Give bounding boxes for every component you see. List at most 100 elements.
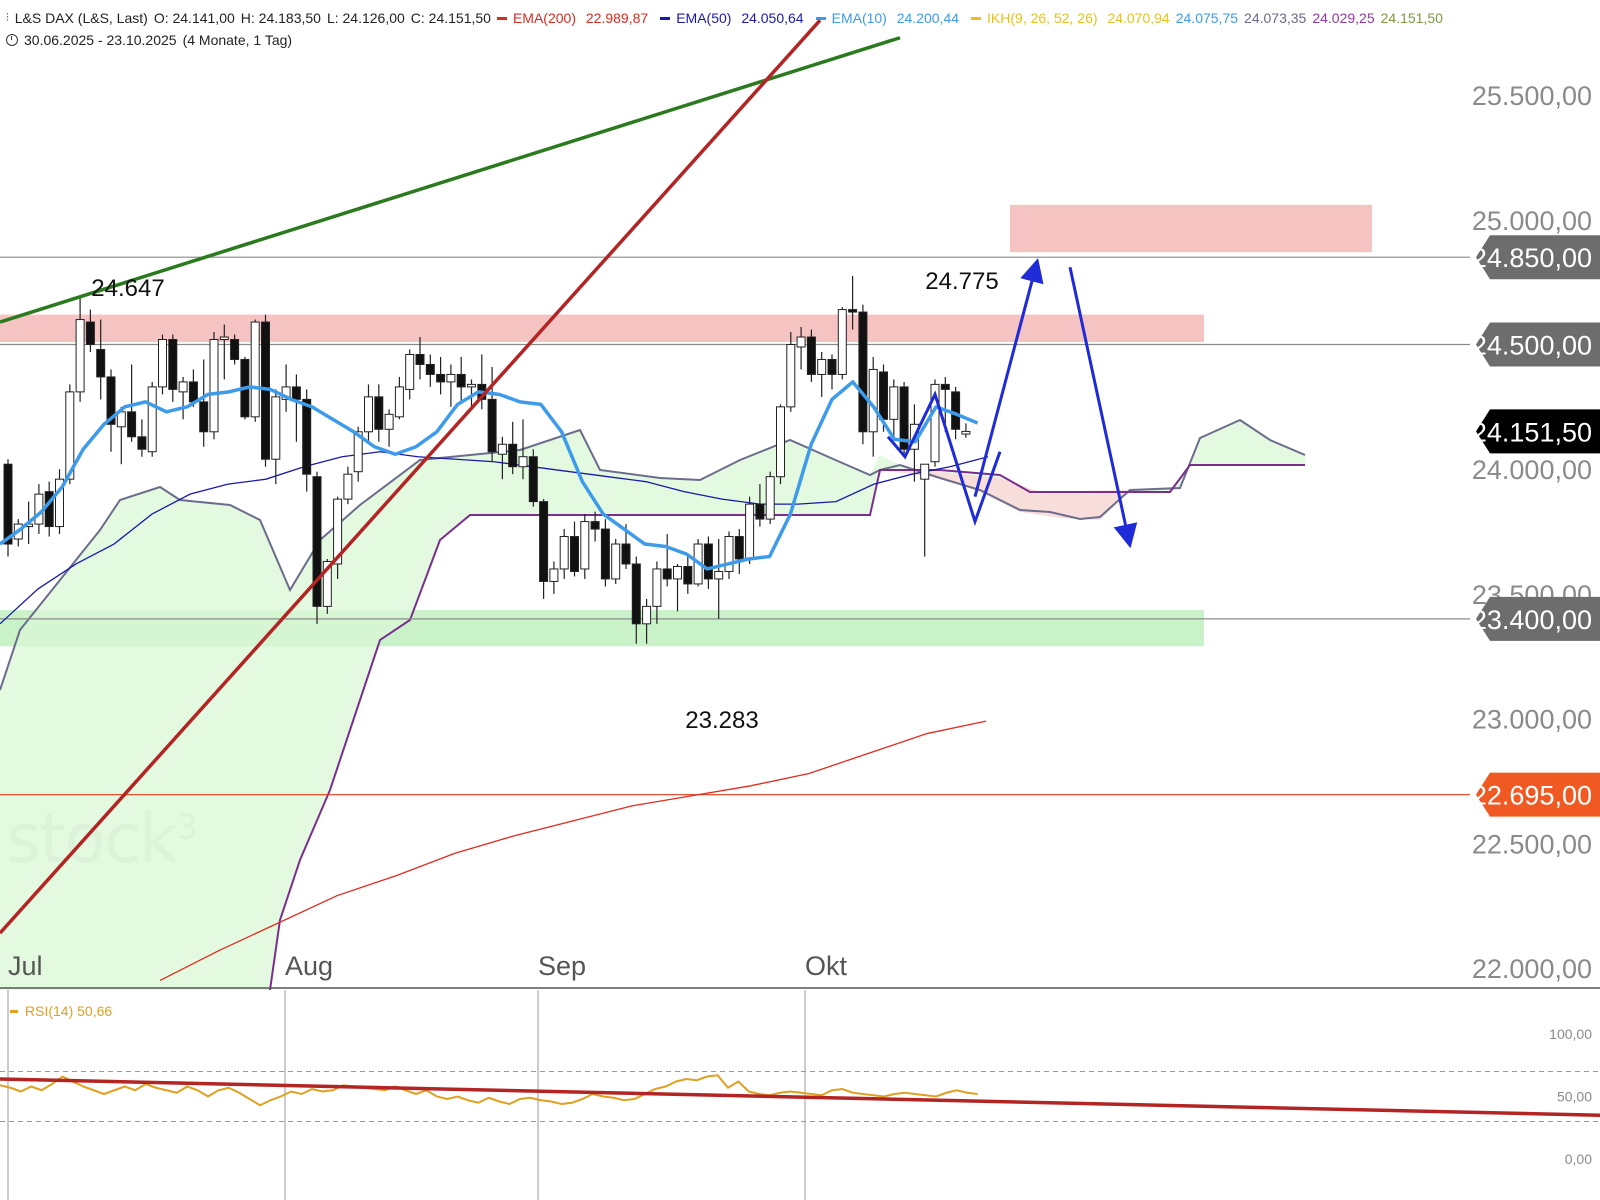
rsi-legend-label: RSI(14) 50,66	[25, 1003, 112, 1019]
candle-body	[55, 478, 64, 528]
price-tag	[1476, 409, 1600, 454]
candle-body	[951, 391, 961, 430]
candle-body	[528, 456, 538, 503]
annotation-label: 23.283	[685, 707, 758, 734]
candle-body	[322, 560, 332, 607]
rsi-line	[0, 1074, 978, 1107]
candle-body	[394, 386, 404, 418]
y-tick-label: 22.500,00	[1472, 829, 1592, 859]
symbol-name[interactable]: L&S DAX (L&S, Last)	[14, 10, 148, 26]
ichimoku-cloud-bearish	[880, 470, 1130, 520]
candle-body	[518, 456, 528, 468]
candle-body	[930, 383, 940, 463]
candle-body	[3, 463, 13, 545]
y-tick-label: 22.000,00	[1472, 954, 1592, 984]
candle-body	[302, 398, 312, 475]
candle-body	[199, 401, 209, 433]
candle-body	[817, 358, 827, 375]
ohlc-high: H: 24.183,50	[240, 10, 321, 26]
x-tick-label: Sep	[538, 951, 586, 981]
candle-body	[631, 563, 641, 625]
candle-body	[384, 413, 394, 430]
candle-body	[683, 565, 693, 585]
candle-body	[209, 339, 219, 433]
candle-body	[158, 339, 167, 388]
red-trend	[0, 19, 822, 935]
legend-ichimoku[interactable]: IKH(9, 26, 52, 26) 24.070,94 24.075,75 2…	[971, 10, 1449, 26]
candle-body	[539, 501, 549, 582]
price-tag-label: 24.151,50	[1472, 417, 1592, 447]
zone-target	[1010, 204, 1372, 253]
candlestick-icon: ⫶	[6, 11, 9, 24]
candle-body	[96, 348, 106, 378]
price-tag	[1476, 322, 1600, 367]
candle-body	[621, 543, 631, 565]
candle-body	[219, 336, 229, 341]
candle-body	[590, 521, 600, 530]
candle-body	[436, 373, 446, 383]
candle-body	[642, 605, 652, 625]
x-tick-label: Jul	[8, 951, 43, 981]
candle-body	[456, 373, 466, 388]
candle-body	[487, 398, 497, 453]
candle-body	[353, 431, 363, 473]
candle-body	[776, 406, 785, 478]
period-range: 30.06.2025 - 23.10.2025	[24, 32, 177, 48]
candle-body	[106, 376, 116, 425]
ohlc-low: L: 24.126,00	[326, 10, 405, 26]
ichimoku-value-2: 24.075,75	[1175, 10, 1239, 26]
price-tag	[1476, 596, 1600, 641]
ema10-value: 24.200,44	[896, 10, 960, 26]
candle-body	[714, 570, 724, 580]
candle-body	[178, 381, 188, 393]
ema50-value: 24.050,64	[741, 10, 804, 26]
rsi-trendline	[0, 1077, 1600, 1117]
ema10-line	[0, 380, 979, 571]
candle-body	[734, 536, 744, 560]
rsi-tick-label: 100,00	[1549, 1026, 1592, 1042]
candle-body	[549, 568, 559, 582]
legend-ema10[interactable]: EMA(10) 24.200,44	[815, 10, 965, 26]
candle-body	[467, 383, 476, 388]
price-tag	[1476, 235, 1600, 280]
candle-body	[673, 565, 682, 580]
candle-body	[168, 339, 178, 390]
candle-body	[703, 543, 713, 580]
candle-body	[827, 358, 837, 375]
ema200-line	[159, 720, 987, 982]
ichimoku-swatch-icon	[971, 16, 982, 20]
candle-body	[75, 319, 85, 393]
ichimoku-span-b	[0, 418, 1306, 691]
legend-ema50[interactable]: EMA(50) 24.050,64	[660, 10, 809, 26]
price-tag-label: 24.500,00	[1472, 331, 1592, 361]
chart-header: ⫶ L&S DAX (L&S, Last) O: 24.141,00 H: 24…	[6, 10, 1455, 48]
candle-body	[879, 371, 888, 420]
ema10-label: EMA(10)	[831, 10, 887, 26]
candle-body	[508, 443, 518, 468]
ohlc-open: O: 24.141,00	[153, 10, 235, 26]
candle-body	[786, 344, 796, 408]
ichimoku-value-5: 24.151,50	[1380, 10, 1443, 26]
annotation-label: 24.647	[91, 275, 164, 302]
candle-body	[250, 321, 260, 418]
ichimoku-span-a	[269, 464, 1305, 991]
candle-body	[405, 353, 415, 390]
rsi-legend-swatch	[10, 1010, 18, 1013]
price-tag-label: 23.400,00	[1472, 605, 1592, 635]
candle-body	[765, 476, 775, 520]
candle-body	[837, 309, 847, 375]
green-trend	[0, 36, 901, 324]
ichimoku-value-4: 24.029,25	[1312, 10, 1375, 26]
candle-body	[724, 536, 734, 572]
candle-body	[580, 521, 590, 570]
forecast-path	[886, 390, 1002, 527]
ema50-label: EMA(50)	[676, 10, 732, 26]
legend-ema200[interactable]: EMA(200) 22.989,87	[496, 10, 654, 26]
annotation-label: 24.775	[925, 268, 998, 295]
candle-body	[858, 311, 868, 433]
candle-body	[920, 463, 930, 480]
candle-body	[796, 336, 806, 348]
price-tag-label: 24.850,00	[1472, 243, 1592, 273]
ema200-value: 22.989,87	[585, 10, 649, 26]
